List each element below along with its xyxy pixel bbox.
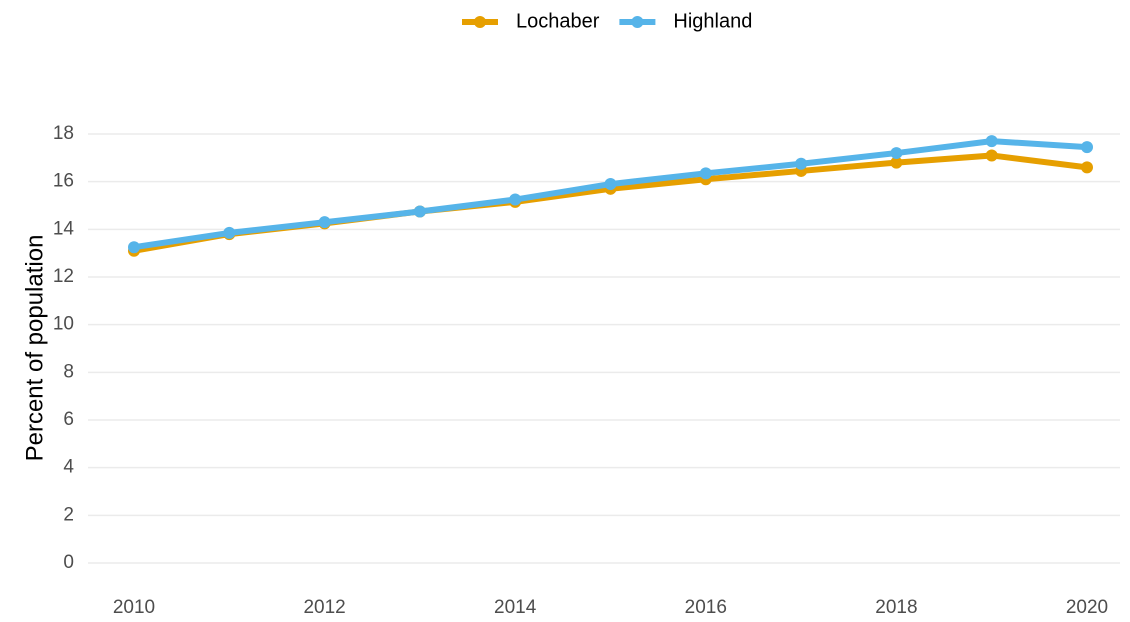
point <box>699 167 712 180</box>
y-tick-label: 14 <box>53 218 75 239</box>
y-tick-label: 16 <box>53 171 74 192</box>
point <box>985 149 998 162</box>
y-tick-label: 2 <box>63 504 74 525</box>
point <box>1081 161 1093 174</box>
y-tick-label: 10 <box>53 314 74 335</box>
x-tick-label: 2018 <box>875 597 917 618</box>
y-tick-label: 8 <box>63 361 74 382</box>
point <box>985 135 998 148</box>
x-tick-label: 2010 <box>113 597 155 618</box>
y-tick-label: 18 <box>53 123 74 144</box>
x-tick-label: 2012 <box>303 597 345 618</box>
point <box>890 147 903 160</box>
y-tick-label: 12 <box>53 266 74 287</box>
point <box>1081 141 1093 154</box>
legend-dot <box>631 16 644 28</box>
legend-label: Highland <box>673 10 752 32</box>
point <box>509 193 522 206</box>
point <box>413 205 426 218</box>
point <box>604 178 617 191</box>
x-tick-label: 2014 <box>494 597 537 618</box>
y-tick-label: 4 <box>63 457 74 478</box>
point <box>128 241 140 254</box>
x-tick-label: 2020 <box>1066 597 1108 618</box>
point <box>795 157 808 170</box>
y-tick-label: 0 <box>63 552 74 573</box>
y-axis-label: Percent of population <box>21 235 48 462</box>
series-line <box>133 152 1088 254</box>
point <box>890 156 903 169</box>
y-tick-label: 6 <box>63 409 74 430</box>
x-tick-label: 2016 <box>685 597 727 618</box>
point <box>223 226 236 239</box>
legend-label: Lochaber <box>516 10 600 32</box>
legend-dot <box>474 16 486 28</box>
point <box>318 216 331 229</box>
